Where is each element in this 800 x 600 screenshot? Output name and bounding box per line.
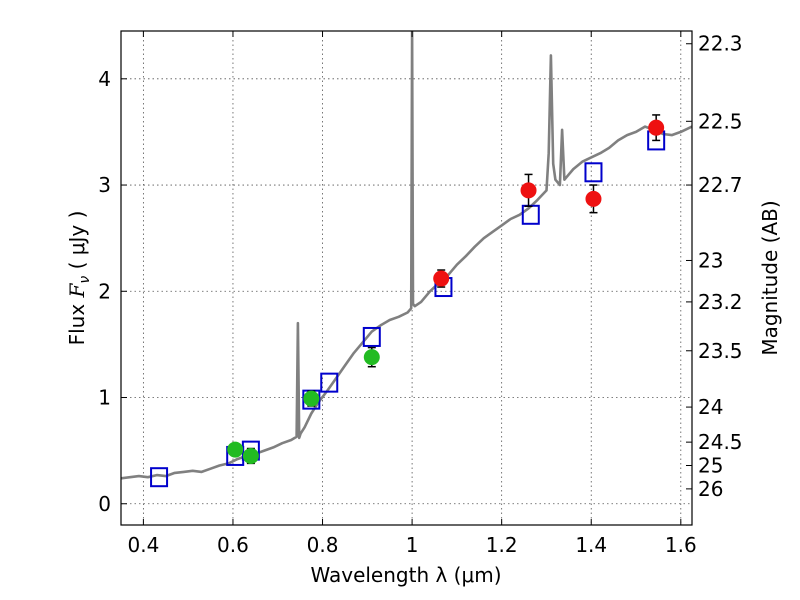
y-axis-label: Flux Fν ( μJy ) — [65, 211, 93, 346]
y-tick-label: 3 — [98, 173, 111, 197]
model-spectrum-line — [121, 31, 692, 480]
right-tick-label: 22.7 — [698, 173, 743, 197]
x-axis-label: Wavelength λ (μm) — [310, 563, 501, 587]
x-tick-label: 1.4 — [575, 533, 607, 557]
right-tick-label: 23.5 — [698, 339, 743, 363]
red-data-point — [520, 182, 537, 199]
synthetic-photometry-square — [521, 204, 540, 225]
y-tick-label: 4 — [98, 67, 111, 91]
x-tick-label: 1.6 — [665, 533, 697, 557]
plot-frame — [120, 30, 693, 526]
right-axis-label: Magnitude (AB) — [758, 200, 782, 355]
data-series — [121, 31, 692, 488]
synthetic-photometry-square — [584, 162, 603, 183]
grid-lines — [121, 31, 692, 525]
y-axis-label-prefix: Flux — [65, 297, 89, 345]
green-data-point — [363, 349, 380, 366]
x-tick-label: 1 — [406, 533, 419, 557]
y-tick-label: 0 — [98, 492, 111, 516]
synthetic-photometry-square — [362, 326, 381, 347]
axis-ticks: 0.4 0.6 0.8 1 1.2 1.4 1.60123422.322.522.72323… — [98, 31, 743, 557]
y-axis-label-symbol: F — [65, 282, 89, 298]
x-tick-label: 0.8 — [307, 533, 339, 557]
red-data-point — [433, 270, 450, 287]
right-tick-label: 26 — [698, 477, 723, 501]
x-tick-label: 0.4 — [127, 533, 159, 557]
plot-area — [121, 31, 692, 488]
x-tick-label: 1.2 — [486, 533, 518, 557]
synthetic-photometry-square — [320, 372, 339, 393]
right-tick-label: 25 — [698, 454, 723, 478]
green-data-point — [242, 447, 259, 464]
x-tick-label: 0.6 — [217, 533, 249, 557]
y-axis-label-suffix: ( μJy ) — [65, 211, 89, 276]
red-data-point — [648, 119, 665, 136]
right-tick-label: 23 — [698, 248, 723, 272]
y-tick-label: 2 — [98, 279, 111, 303]
right-tick-label: 23.2 — [698, 290, 743, 314]
green-data-point — [227, 441, 244, 458]
synthetic-photometry-square — [150, 467, 169, 488]
red-data-point — [585, 190, 602, 207]
y-tick-label: 1 — [98, 386, 111, 410]
green-data-point — [303, 390, 320, 407]
right-tick-label: 24 — [698, 395, 723, 419]
y-axis-label-subscript: ν — [77, 276, 93, 284]
right-tick-label: 24.5 — [698, 430, 743, 454]
right-tick-label: 22.3 — [698, 32, 743, 56]
right-tick-label: 22.5 — [698, 109, 743, 133]
